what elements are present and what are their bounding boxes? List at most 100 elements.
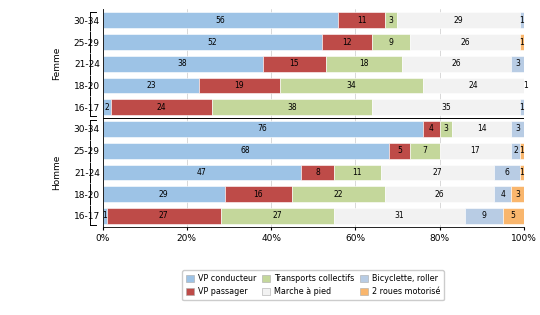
Bar <box>212 100 372 115</box>
Text: 15: 15 <box>289 59 299 68</box>
Bar <box>381 165 494 180</box>
Bar <box>423 78 524 93</box>
Bar <box>410 143 440 158</box>
Text: Femme: Femme <box>52 47 61 80</box>
Bar <box>494 186 511 202</box>
Bar <box>103 56 262 72</box>
Bar <box>103 165 301 180</box>
Text: 17: 17 <box>470 146 480 155</box>
Text: 4: 4 <box>500 190 505 199</box>
Text: 5: 5 <box>511 211 516 220</box>
Text: 4: 4 <box>429 124 434 134</box>
Text: 34: 34 <box>346 81 356 90</box>
Text: 1: 1 <box>524 81 528 90</box>
Text: 2: 2 <box>104 103 109 112</box>
Bar <box>423 121 440 137</box>
Bar <box>103 78 199 93</box>
Bar <box>519 165 524 180</box>
Bar <box>225 186 292 202</box>
Bar <box>103 121 423 137</box>
Bar <box>410 34 519 50</box>
Bar <box>397 13 519 28</box>
Bar <box>503 208 524 224</box>
Text: 3: 3 <box>515 59 520 68</box>
Bar <box>402 56 511 72</box>
Bar <box>389 143 410 158</box>
Text: 38: 38 <box>287 103 297 112</box>
Bar <box>322 34 372 50</box>
Bar <box>301 165 334 180</box>
Text: 11: 11 <box>353 168 362 177</box>
Bar <box>511 121 524 137</box>
Text: 16: 16 <box>254 190 264 199</box>
Bar <box>334 208 465 224</box>
Text: 5: 5 <box>397 146 402 155</box>
Bar <box>452 121 511 137</box>
Bar <box>494 165 519 180</box>
Bar <box>511 143 519 158</box>
Text: 7: 7 <box>422 146 427 155</box>
Text: 38: 38 <box>178 59 187 68</box>
Bar <box>107 208 220 224</box>
Text: 9: 9 <box>389 37 394 47</box>
Bar <box>199 78 280 93</box>
Text: 31: 31 <box>395 211 404 220</box>
Text: 11: 11 <box>357 16 366 25</box>
Text: 12: 12 <box>342 37 352 47</box>
Bar <box>292 186 385 202</box>
Text: 23: 23 <box>146 81 156 90</box>
Text: 26: 26 <box>451 59 461 68</box>
Bar <box>385 13 397 28</box>
Bar <box>326 56 402 72</box>
Bar <box>519 13 524 28</box>
Text: 8: 8 <box>315 168 320 177</box>
Text: 56: 56 <box>215 16 225 25</box>
Bar <box>339 13 385 28</box>
Bar <box>220 208 334 224</box>
Text: 1: 1 <box>519 103 524 112</box>
Bar <box>519 100 524 115</box>
Text: 1: 1 <box>519 168 524 177</box>
Text: 68: 68 <box>241 146 251 155</box>
Text: 47: 47 <box>197 168 206 177</box>
Text: 3: 3 <box>443 124 448 134</box>
Bar <box>111 100 212 115</box>
Bar <box>440 143 511 158</box>
Text: 29: 29 <box>159 190 168 199</box>
Text: 52: 52 <box>207 37 217 47</box>
Bar <box>519 34 524 50</box>
Legend: VP conducteur, VP passager, Transports collectifs, Marche à pied, Bicyclette, ro: VP conducteur, VP passager, Transports c… <box>183 270 444 301</box>
Text: 76: 76 <box>258 124 267 134</box>
Text: 1: 1 <box>519 146 524 155</box>
Bar <box>103 100 111 115</box>
Text: 27: 27 <box>433 168 442 177</box>
Text: 6: 6 <box>504 168 509 177</box>
Text: 3: 3 <box>389 16 394 25</box>
Bar <box>103 186 225 202</box>
Text: 35: 35 <box>441 103 451 112</box>
Text: 19: 19 <box>235 81 244 90</box>
Bar <box>519 143 524 158</box>
Bar <box>465 208 503 224</box>
Bar <box>103 13 339 28</box>
Text: 1: 1 <box>519 16 524 25</box>
Bar <box>372 34 410 50</box>
Text: 18: 18 <box>359 59 368 68</box>
Bar <box>440 121 452 137</box>
Bar <box>511 56 524 72</box>
Bar <box>103 34 322 50</box>
Bar <box>524 78 528 93</box>
Text: 3: 3 <box>515 190 520 199</box>
Text: 26: 26 <box>460 37 470 47</box>
Text: 27: 27 <box>273 211 282 220</box>
Bar <box>385 186 494 202</box>
Text: 3: 3 <box>515 124 520 134</box>
Bar <box>280 78 423 93</box>
Text: 29: 29 <box>454 16 463 25</box>
Text: 9: 9 <box>481 211 486 220</box>
Text: 27: 27 <box>159 211 168 220</box>
Text: 24: 24 <box>468 81 478 90</box>
Text: Homme: Homme <box>52 155 61 190</box>
Bar <box>372 100 519 115</box>
Bar <box>103 208 107 224</box>
